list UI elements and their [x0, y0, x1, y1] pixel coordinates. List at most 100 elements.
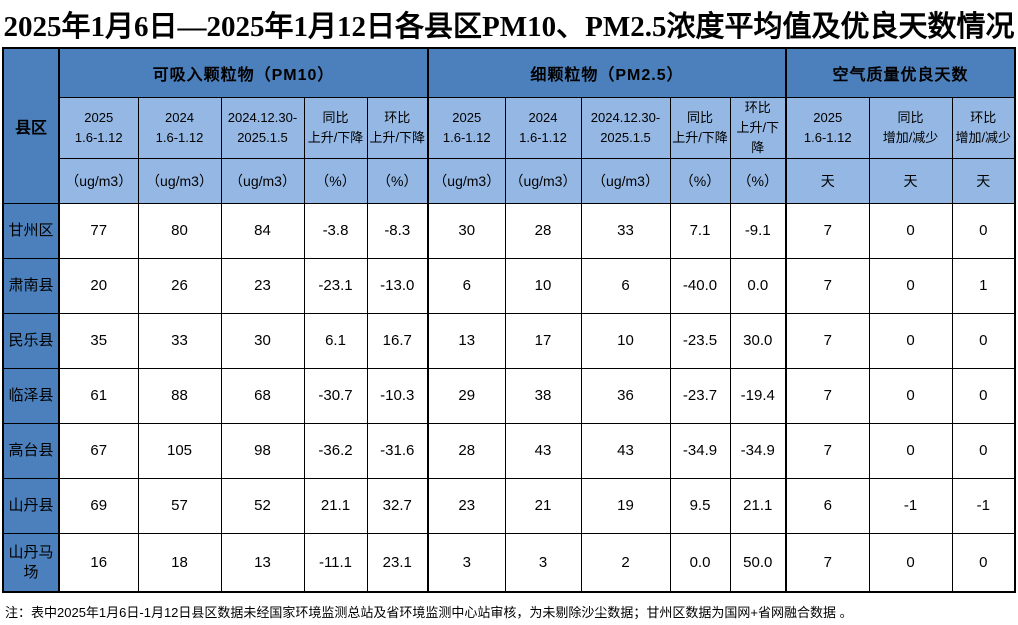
- data-cell: 33: [137, 312, 222, 369]
- unit-cell: （%）: [669, 157, 731, 204]
- county-cell: 民乐县: [2, 312, 60, 369]
- sub-header-line: 增加/减少: [955, 129, 1012, 145]
- data-cell: 68: [220, 367, 305, 424]
- sub-header: 同比增加/减少: [868, 96, 953, 159]
- data-cell: 69: [58, 477, 139, 534]
- data-cell: 52: [220, 477, 305, 534]
- units-row: （ug/m3） （ug/m3） （ug/m3） （%） （%） （ug/m3） …: [3, 157, 1016, 204]
- sub-header-line: 环比: [384, 109, 411, 125]
- data-cell: 10: [580, 312, 671, 369]
- data-cell: 16.7: [366, 312, 429, 369]
- unit-cell: （ug/m3）: [137, 157, 222, 204]
- sub-header-line: 2025.1.5: [600, 129, 651, 145]
- data-cell: 21: [504, 477, 582, 534]
- table-row: 临泽县 61 88 68 -30.7 -10.3 29 38 36 -23.7 …: [2, 367, 1016, 424]
- county-column-header: 县区: [2, 47, 60, 204]
- data-cell: 36: [580, 367, 671, 424]
- data-cell: 0: [951, 532, 1016, 593]
- unit-cell: （ug/m3）: [220, 157, 305, 204]
- group-header-pm10: 可吸入颗粒物（PM10）: [58, 47, 429, 98]
- sub-header: 环比 增加/减少: [951, 96, 1016, 159]
- sub-header-line: 2025: [452, 109, 482, 125]
- data-cell: 23.1: [366, 532, 429, 593]
- sub-header-line: 1.6-1.12: [74, 129, 123, 145]
- sub-header-line: 上升/下降: [307, 129, 364, 145]
- data-cell: 23: [220, 257, 305, 314]
- data-cell: -34.9: [729, 422, 787, 479]
- group-header-good-days: 空气质量优良天数: [785, 47, 1016, 98]
- unit-cell: （ug/m3）: [58, 157, 139, 204]
- unit-cell: （ug/m3）: [504, 157, 582, 204]
- data-cell: 21.1: [303, 477, 368, 534]
- sub-header: 2025 1.6-1.12: [58, 96, 139, 159]
- county-cell: 甘州区: [2, 202, 60, 259]
- data-cell: 0: [868, 257, 953, 314]
- sub-header-line: 1.6-1.12: [519, 129, 567, 145]
- sub-header: 2024 1.6-1.12: [137, 96, 222, 159]
- data-cell: 0: [951, 312, 1016, 369]
- data-cell: 30: [220, 312, 305, 369]
- data-cell: 7: [785, 257, 870, 314]
- table-row: 甘州区 77 80 84 -3.8 -8.3 30 28 33 7.1 -9.1…: [2, 202, 1016, 259]
- data-cell: 77: [58, 202, 139, 259]
- data-cell: 38: [504, 367, 582, 424]
- data-cell: 17: [504, 312, 582, 369]
- sub-header-line: 2025: [813, 109, 843, 125]
- data-cell: 28: [427, 422, 506, 479]
- sub-header-line: 同比: [686, 109, 713, 125]
- table-row: 高台县 67 105 98 -36.2 -31.6 28 43 43 -34.9…: [2, 422, 1016, 479]
- data-cell: 30: [427, 202, 506, 259]
- data-cell: 67: [58, 422, 139, 479]
- sub-header-line: 上升/下降: [369, 129, 426, 145]
- group-header-pm25: 细颗粒物（PM2.5）: [427, 47, 787, 98]
- data-cell: 57: [137, 477, 222, 534]
- county-cell: 山丹县: [2, 477, 60, 534]
- data-cell: 88: [137, 367, 222, 424]
- data-cell: -31.6: [366, 422, 429, 479]
- data-cell: 20: [58, 257, 139, 314]
- data-cell: 6: [785, 477, 870, 534]
- data-cell: -11.1: [303, 532, 368, 593]
- county-cell: 肃南县: [2, 257, 60, 314]
- data-cell: 6: [427, 257, 506, 314]
- sub-header: 2025 1.6-1.12: [785, 96, 870, 159]
- data-cell: 1: [951, 257, 1016, 314]
- sub-header: 环比上升/下降: [366, 96, 429, 159]
- sub-header: 同比上升/下降: [303, 96, 368, 159]
- data-cell: 13: [427, 312, 506, 369]
- table-row: 山丹县 69 57 52 21.1 32.7 23 21 19 9.5 21.1…: [2, 477, 1016, 534]
- unit-cell: （ug/m3）: [580, 157, 671, 204]
- data-cell: 7.1: [669, 202, 731, 259]
- data-cell: -30.7: [303, 367, 368, 424]
- data-cell: 33: [580, 202, 671, 259]
- data-cell: 0: [868, 422, 953, 479]
- data-cell: -1: [868, 477, 953, 534]
- sub-header-line: 2025.1.5: [237, 129, 288, 145]
- data-cell: 19: [580, 477, 671, 534]
- sub-header: 2024.12.30- 2025.1.5: [220, 96, 305, 159]
- data-cell: 0.0: [669, 532, 731, 593]
- page-title: 2025年1月6日—2025年1月12日各县区PM10、PM2.5浓度平均值及优…: [3, 10, 1015, 43]
- data-cell: -13.0: [366, 257, 429, 314]
- data-cell: 7: [785, 367, 870, 424]
- data-cell: 6: [580, 257, 671, 314]
- sub-header-line: 同比: [897, 109, 924, 125]
- sub-header-line: 1.6-1.12: [155, 129, 204, 145]
- data-cell: 0: [868, 202, 953, 259]
- data-cell: 61: [58, 367, 139, 424]
- sub-header-line: 1.6-1.12: [442, 129, 491, 145]
- data-cell: 7: [785, 312, 870, 369]
- data-cell: 28: [504, 202, 582, 259]
- air-quality-table: 县区 可吸入颗粒物（PM10） 细颗粒物（PM2.5） 空气质量优良天数 202…: [2, 47, 1016, 594]
- data-cell: 6.1: [303, 312, 368, 369]
- sub-header-line: 1.6-1.12: [803, 129, 852, 145]
- data-cell: 3: [427, 532, 506, 593]
- sub-header-line: 2025: [84, 109, 114, 125]
- sub-header-line: 同比: [322, 109, 349, 125]
- sub-header-line: 增加/减少: [882, 129, 939, 145]
- table-row: 肃南县 20 26 23 -23.1 -13.0 6 10 6 -40.0 0.…: [2, 257, 1016, 314]
- data-cell: 0: [951, 367, 1016, 424]
- data-cell: 30.0: [729, 312, 787, 369]
- data-cell: 0: [868, 367, 953, 424]
